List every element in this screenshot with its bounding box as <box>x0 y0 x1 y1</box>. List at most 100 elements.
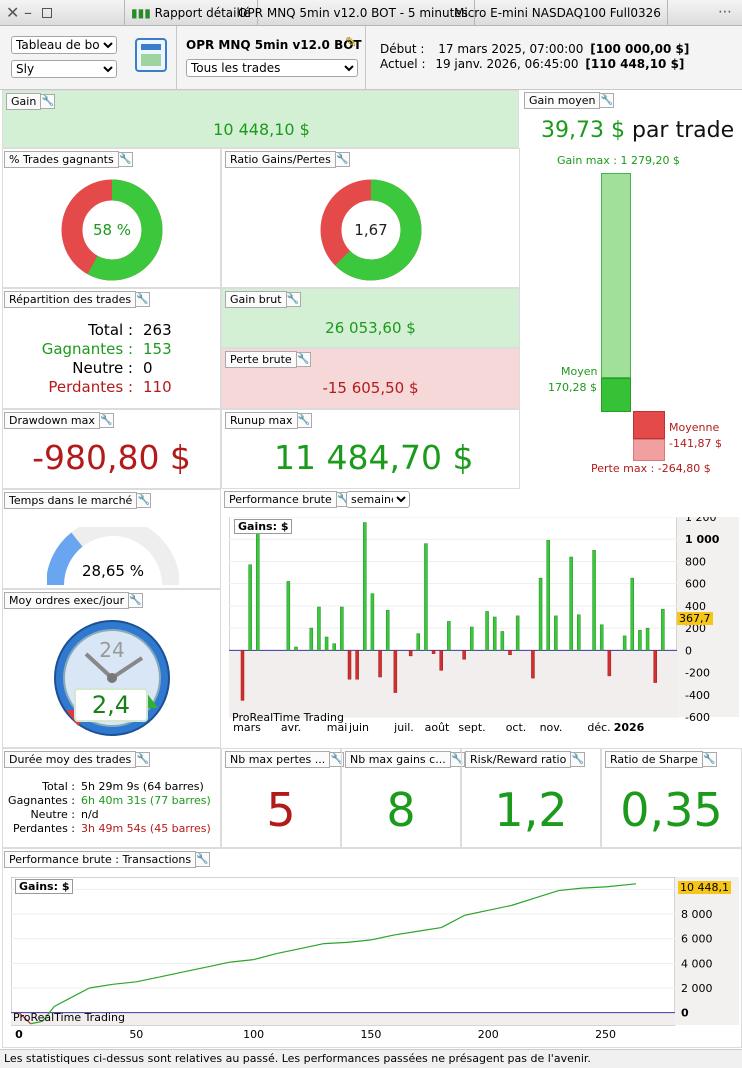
x-tick-label: 50 <box>129 1028 143 1041</box>
wrench-icon[interactable]: 🔧 <box>99 413 114 428</box>
wrench-icon[interactable]: 🔧 <box>136 292 151 307</box>
wrench-icon[interactable]: 🔧 <box>196 852 211 867</box>
drawdown-value: -980,80 $ <box>32 438 191 477</box>
equity-segment <box>30 1020 43 1025</box>
equity-segment <box>41 1006 55 1022</box>
gain-value: 10 448,10 $ <box>213 120 310 139</box>
x-tick-label: sept. <box>458 721 485 734</box>
tab-instrument[interactable]: Micro E-mini NASDAQ100 Full0326 <box>448 0 668 26</box>
weekly-bar <box>256 530 260 651</box>
mean-loss-value: -141,87 $ <box>669 437 722 450</box>
avg-gain-label: Gain moyen <box>524 92 601 109</box>
duration-label: Durée moy des trades <box>4 751 137 768</box>
minimize-icon[interactable]: – <box>24 3 32 22</box>
orders-value: 2,4 <box>74 688 148 722</box>
weekly-bar <box>347 650 352 680</box>
weekly-bar <box>248 564 252 651</box>
y-tick-label: 800 <box>685 555 706 568</box>
equity-segment <box>605 883 637 888</box>
weekly-bar <box>462 650 466 660</box>
wrench-icon[interactable]: 🔧 <box>41 94 56 109</box>
time-market-panel: Temps dans le marché 🔧 28,65 % <box>2 489 221 589</box>
ratio-label: Ratio Gains/Pertes <box>225 151 336 168</box>
wrench-icon[interactable]: 🔧 <box>129 593 144 608</box>
loss-label: Perdantes : <box>48 378 133 396</box>
gross-loss-value: -15 605,50 $ <box>322 379 419 397</box>
equity-segment <box>558 887 583 892</box>
weekly-bar <box>424 543 428 651</box>
y-tick-label: -400 <box>685 689 710 702</box>
y-tick-label: 600 <box>685 578 706 591</box>
user-select[interactable]: Sly <box>11 60 117 78</box>
mean-gain-bar <box>601 378 631 412</box>
wrench-icon[interactable]: 🔧 <box>137 493 152 508</box>
wrench-icon[interactable]: 🔧 <box>335 152 350 167</box>
runup-panel: Runup max 🔧 11 484,70 $ <box>221 409 520 489</box>
sharpe-header: Ratio de Sharpe 🔧 <box>605 751 717 768</box>
neutral-label: Neutre : <box>72 359 133 377</box>
close-icon[interactable]: ✕ <box>6 3 20 22</box>
x-tick-label: mars <box>233 721 261 734</box>
disclaimer-footer: Les statistiques ci-dessus sont relative… <box>0 1049 742 1068</box>
perf-tx-label: Performance brute : Transactions <box>4 851 197 868</box>
weekly-bar <box>569 556 573 651</box>
perf-tx-panel: Performance brute : Transactions🔧 10 000… <box>2 848 742 1048</box>
wrench-icon[interactable]: 🔧 <box>571 752 586 767</box>
wrench-icon[interactable]: 🔧 <box>296 352 311 367</box>
risk-reward-header: Risk/Reward ratio 🔧 <box>465 751 586 768</box>
view-select[interactable]: Tableau de bord <box>11 36 117 54</box>
current-label: Actuel : <box>380 57 426 71</box>
tab-strategy[interactable]: OPR MNQ 5min v12.0 BOT - 5 minutes <box>232 0 475 26</box>
weekly-bar <box>294 646 298 651</box>
max-gain-bar <box>601 173 631 378</box>
tx-current-value: 10 448,1 <box>678 881 731 894</box>
weekly-bar <box>554 615 558 651</box>
wrench-icon[interactable]: 🔧 <box>600 93 615 108</box>
trades-filter-select[interactable]: Tous les trades <box>186 59 358 77</box>
wrench-icon[interactable]: 🔧 <box>297 413 312 428</box>
equity-segment <box>253 952 278 961</box>
max-losses-value: 5 <box>266 783 296 837</box>
wrench-icon[interactable]: 🔧 <box>702 752 717 767</box>
max-losses-label: Nb max pertes ... <box>225 751 331 768</box>
weekly-bar <box>416 633 421 651</box>
time-market-header: Temps dans le marché 🔧 <box>4 492 152 509</box>
equity-segment <box>582 886 606 889</box>
repartition-header: Répartition des trades 🔧 <box>4 291 151 308</box>
max-loss-bar <box>633 439 665 461</box>
maximize-icon[interactable] <box>42 8 52 18</box>
gross-gain-value: 26 053,60 $ <box>325 319 416 337</box>
weekly-bar <box>508 650 512 656</box>
max-gains-panel: Nb max gains c... 🔧 8 <box>341 748 465 848</box>
wrench-icon[interactable]: 🔧 <box>136 752 151 767</box>
strategy-block: OPR MNQ 5min v12.0 BOT ✎ Tous les trades <box>176 26 366 89</box>
mean-loss-bar <box>633 411 665 439</box>
wrench-icon[interactable]: 🔧 <box>118 152 133 167</box>
orders-header: Moy ordres exec/jour 🔧 <box>4 592 144 609</box>
equity-segment <box>417 926 442 932</box>
weekly-bar <box>378 650 382 678</box>
wrench-icon[interactable]: 🔧 <box>286 292 301 307</box>
equity-segment <box>511 897 536 906</box>
time-market-value: 28,65 % <box>82 562 144 580</box>
repartition-label: Répartition des trades <box>4 291 137 308</box>
equity-segment <box>112 981 137 985</box>
donut-win-arc <box>61 179 163 281</box>
x-tick-label: août <box>425 721 450 734</box>
period-select[interactable]: semaine <box>346 491 410 508</box>
negative-zone <box>11 1012 675 1025</box>
y-tick-label: -200 <box>685 667 710 680</box>
avg-gain-header: Gain moyen 🔧 <box>524 92 615 109</box>
edit-icon[interactable]: ✎ <box>345 35 357 51</box>
wrench-icon[interactable]: 🔧 <box>330 752 345 767</box>
duration-panel: Durée moy des trades 🔧 Total : 5h 29m 9s (… <box>2 748 221 848</box>
orders-label: Moy ordres exec/jour <box>4 592 130 609</box>
equity-segment <box>394 930 418 936</box>
weekly-current-value: 367,7 <box>677 612 713 625</box>
y-tick-label: 6 000 <box>681 933 713 946</box>
negative-zone <box>229 650 677 717</box>
dashboard-settings-icon[interactable] <box>135 38 167 72</box>
tab-report[interactable]: ▮▮▮ Rapport détaillé <box>124 0 258 26</box>
ratio-panel: Ratio Gains/Pertes 🔧 1,67 <box>221 148 520 288</box>
share-icon[interactable]: ⋯ <box>718 4 732 20</box>
